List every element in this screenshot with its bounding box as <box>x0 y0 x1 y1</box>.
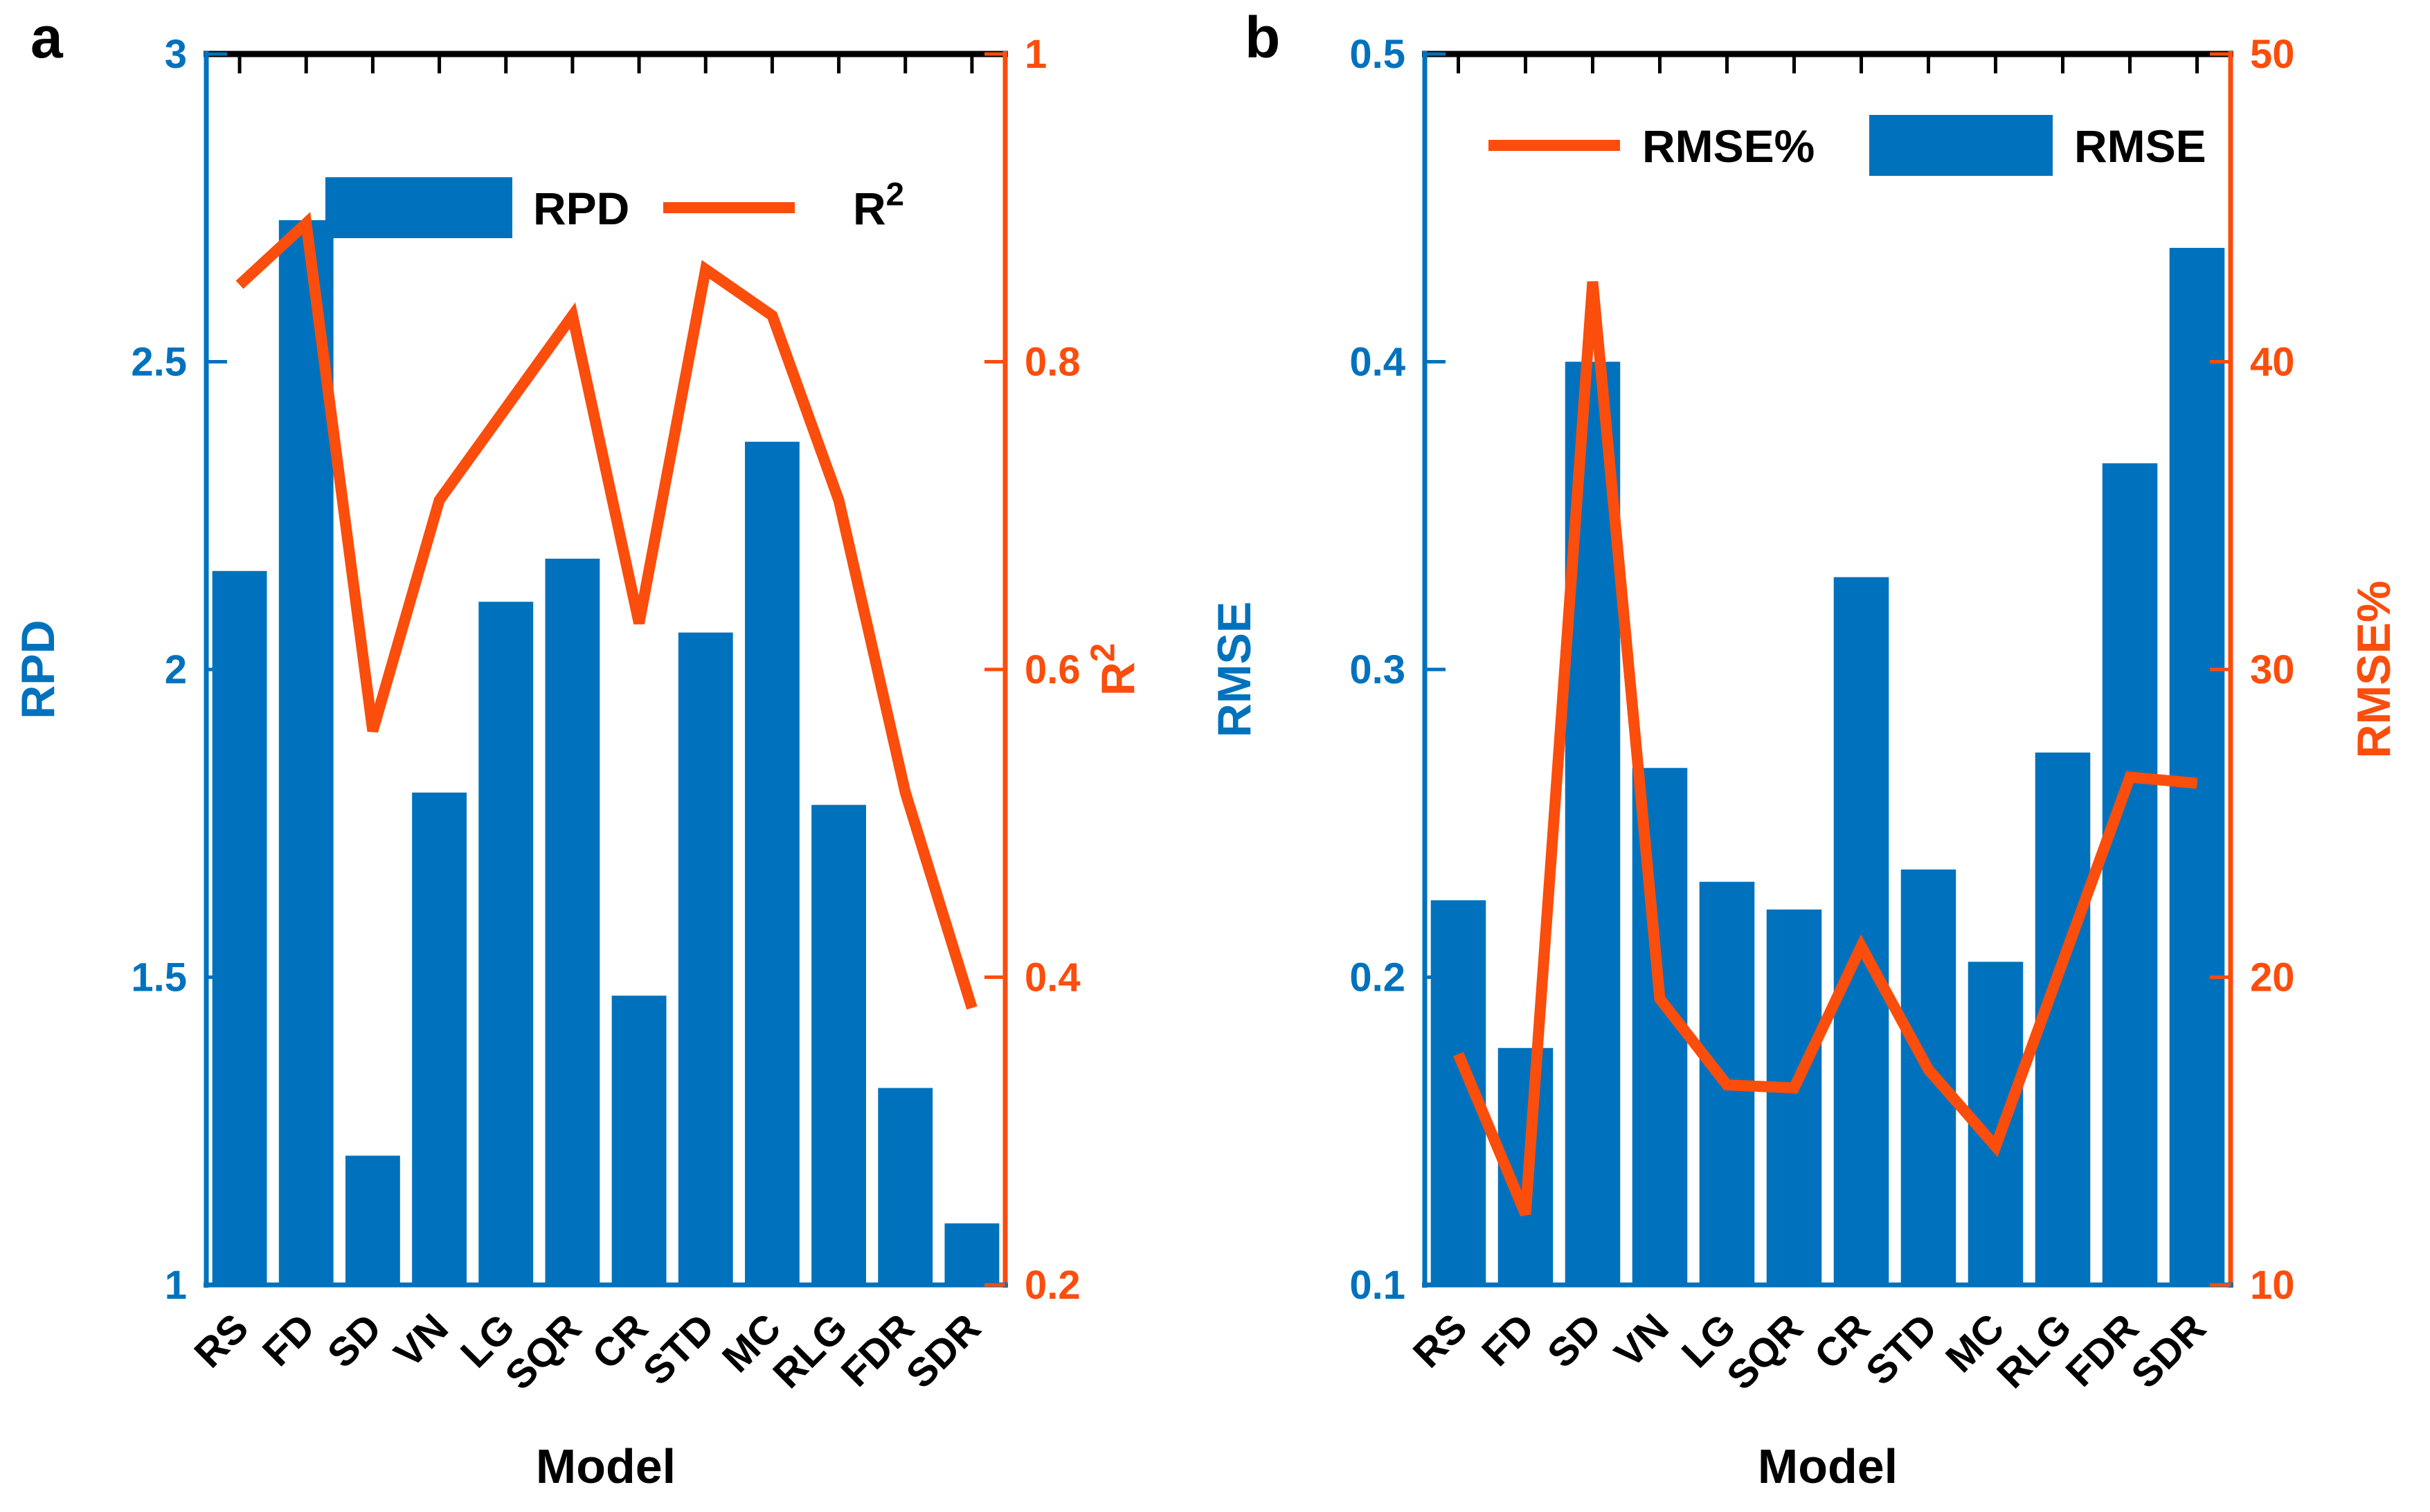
right-tick-label-10: 10 <box>2250 1263 2295 1308</box>
legend-bar-swatch-b <box>1869 115 2053 176</box>
legend-bar-swatch-a <box>325 177 512 238</box>
bar-VN-RPD <box>412 792 467 1285</box>
x-tick-label-RLG: RLG <box>1988 1305 2080 1397</box>
legend-label-R2: R2 <box>853 176 904 234</box>
ylabel-left-a: RPD <box>12 620 64 719</box>
x-tick-label-SQR: SQR <box>496 1305 590 1398</box>
x-tick-label-FDR: FDR <box>2057 1305 2147 1395</box>
panel-b-letter: b <box>1245 5 1281 70</box>
left-tick-label-0.4: 0.4 <box>1349 340 1405 385</box>
x-tick-label-RS: RS <box>1405 1305 1476 1376</box>
right-tick-label-40: 40 <box>2250 340 2295 385</box>
x-tick-label-SQR: SQR <box>1718 1305 1812 1398</box>
left-tick-label-0.5: 0.5 <box>1349 32 1405 77</box>
right-tick-label-1: 1 <box>1025 32 1047 77</box>
bar-SD-RPD <box>345 1155 400 1285</box>
right-tick-label-0.4: 0.4 <box>1025 955 1081 1000</box>
x-tick-label-SDR: SDR <box>2123 1305 2215 1397</box>
x-tick-label-STD: STD <box>1857 1305 1946 1394</box>
x-tick-label-FD: FD <box>1473 1305 1543 1375</box>
panel-a-letter: a <box>30 5 63 70</box>
left-tick-label-1: 1 <box>165 1263 187 1308</box>
right-tick-label-20: 20 <box>2250 955 2295 1000</box>
left-tick-label-0.3: 0.3 <box>1349 647 1405 692</box>
legend-label-RMSE: RMSE <box>2074 120 2206 172</box>
bar-STD-RPD <box>678 632 733 1285</box>
legend-label-RPD: RPD <box>533 183 629 234</box>
legend-label-RMSE%: RMSE% <box>1642 120 1815 172</box>
x-tick-label-SDR: SDR <box>898 1305 990 1397</box>
x-tick-label-VN: VN <box>1606 1305 1677 1376</box>
bar-SDR-RMSE <box>2169 248 2225 1285</box>
x-tick-label-VN: VN <box>386 1305 457 1376</box>
x-tick-label-RLG: RLG <box>764 1305 856 1397</box>
bar-RLG-RPD <box>811 804 867 1285</box>
bar-CR-RPD <box>611 996 667 1285</box>
bar-FDR-RPD <box>878 1088 933 1285</box>
x-tick-label-RS: RS <box>186 1305 257 1376</box>
right-tick-label-0.6: 0.6 <box>1025 647 1081 692</box>
left-tick-label-0.2: 0.2 <box>1349 955 1405 1000</box>
right-tick-label-0.8: 0.8 <box>1025 340 1081 385</box>
bar-SQR-RMSE <box>1766 909 1822 1285</box>
left-tick-label-3: 3 <box>165 32 187 77</box>
left-tick-label-1.5: 1.5 <box>131 955 187 1000</box>
bar-SDR-RPD <box>944 1223 1000 1285</box>
right-tick-label-50: 50 <box>2250 32 2295 77</box>
line-series-R2 <box>235 212 978 1010</box>
ylabel-right-a: R2 <box>1084 643 1144 696</box>
x-tick-label-FD: FD <box>254 1305 324 1375</box>
bar-MC-RPD <box>744 442 800 1285</box>
right-tick-label-0.2: 0.2 <box>1025 1263 1081 1308</box>
bar-LG-RPD <box>478 602 534 1285</box>
left-tick-label-2.5: 2.5 <box>131 340 187 385</box>
xlabel-b: Model <box>1758 1439 1898 1493</box>
ylabel-left-b: RMSE <box>1208 602 1261 737</box>
x-tick-label-SD: SD <box>319 1305 390 1376</box>
left-tick-label-2: 2 <box>165 647 187 692</box>
line-series-RMSE% <box>1453 281 2198 1216</box>
x-tick-label-SD: SD <box>1539 1305 1610 1376</box>
bar-CR-RMSE <box>1833 577 1889 1285</box>
x-tick-label-FDR: FDR <box>833 1305 923 1395</box>
x-tick-label-STD: STD <box>634 1305 723 1394</box>
ylabel-right-b: RMSE% <box>2348 581 2400 759</box>
bar-SQR-RPD <box>545 558 600 1285</box>
left-tick-label-0.1: 0.1 <box>1349 1263 1405 1308</box>
bar-RS-RPD <box>212 570 267 1285</box>
right-tick-label-30: 30 <box>2250 647 2295 692</box>
xlabel-a: Model <box>536 1439 676 1493</box>
bar-FDR-RMSE <box>2102 463 2158 1285</box>
